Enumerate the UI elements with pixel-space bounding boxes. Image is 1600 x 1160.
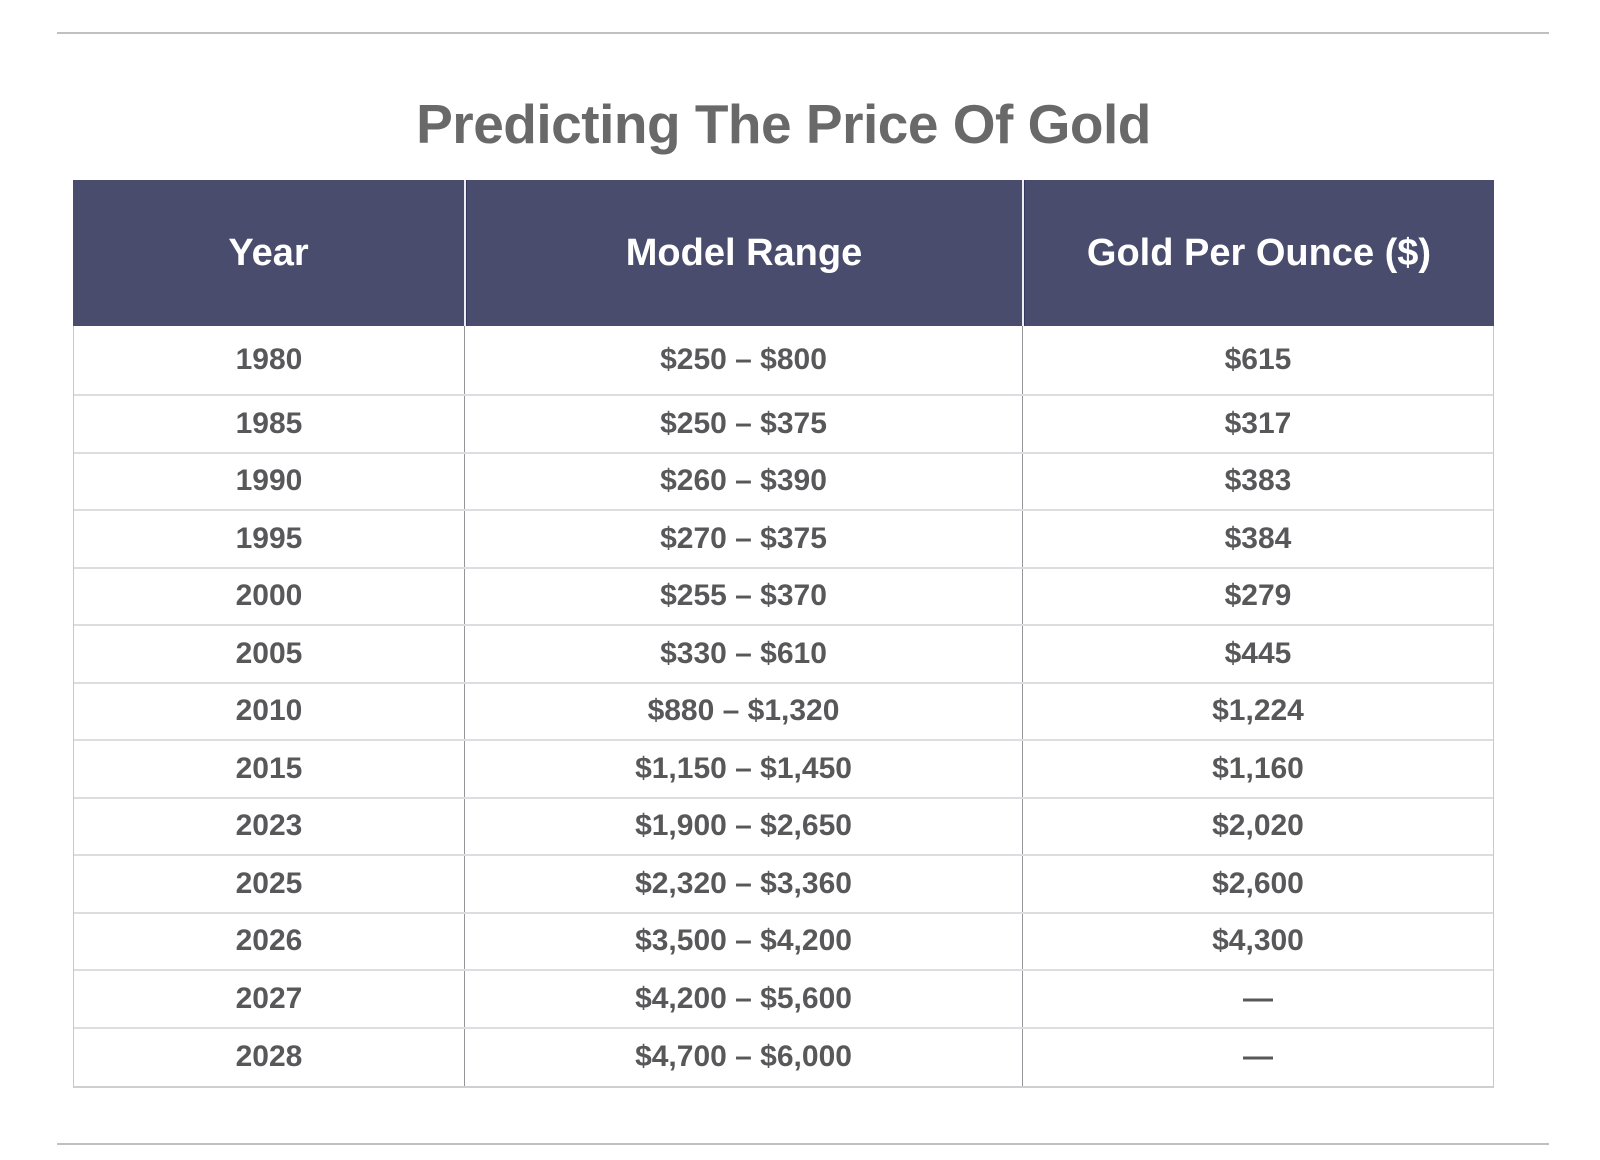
table-row: 2025 $2,320 – $3,360 $2,600 bbox=[74, 856, 1493, 914]
column-header-gold-per-ounce: Gold Per Ounce ($) bbox=[1022, 180, 1494, 326]
table-cell: $1,150 – $1,450 bbox=[464, 741, 1022, 797]
table-row: 1980 $250 – $800 $615 bbox=[74, 326, 1493, 396]
table-row: 2000 $255 – $370 $279 bbox=[74, 568, 1493, 626]
table-cell: 2005 bbox=[235, 636, 303, 670]
table-cell: $445 bbox=[1022, 626, 1493, 682]
table-body: 1980 $250 – $800 $615 1985 $250 – $375 $317 19… bbox=[73, 326, 1494, 1088]
table-cell: 2026 bbox=[235, 924, 303, 958]
page-title: Predicting The Price Of Gold bbox=[416, 93, 1151, 155]
table-cell: 2025 bbox=[235, 866, 303, 900]
table-row: 2023 $1,900 – $2,650 $2,020 bbox=[74, 798, 1493, 856]
table-cell: $250 – $800 bbox=[464, 326, 1022, 394]
top-divider bbox=[57, 32, 1549, 34]
column-header-model-range: Model Range bbox=[464, 180, 1022, 326]
table-cell: $250 – $375 bbox=[464, 396, 1022, 452]
table-cell: 1990 bbox=[235, 464, 303, 498]
table-cell: $1,160 bbox=[1022, 741, 1493, 797]
table-cell: $383 bbox=[1022, 453, 1493, 509]
table-cell: 1980 bbox=[235, 343, 303, 376]
table-cell: 1985 bbox=[235, 406, 303, 440]
table-header-row: Year Model Range Gold Per Ounce ($) bbox=[73, 180, 1494, 326]
table-cell: 2015 bbox=[235, 751, 303, 785]
table-cell: $2,600 bbox=[1022, 856, 1493, 912]
table-cell: $260 – $390 bbox=[464, 453, 1022, 509]
table-cell: $1,224 bbox=[1022, 683, 1493, 739]
table-cell: $279 bbox=[1022, 568, 1493, 624]
table-cell: $3,500 – $4,200 bbox=[464, 913, 1022, 969]
table-cell: $4,700 – $6,000 bbox=[464, 1028, 1022, 1086]
table-cell: $384 bbox=[1022, 511, 1493, 567]
table-row: 2010 $880 – $1,320 $1,224 bbox=[74, 683, 1493, 741]
table-row: 2027 $4,200 – $5,600— bbox=[74, 971, 1493, 1029]
table-cell: $615 bbox=[1022, 326, 1493, 394]
table-cell: 2023 bbox=[235, 809, 303, 843]
gold-price-table: Year Model Range Gold Per Ounce ($) 1980… bbox=[73, 180, 1494, 1088]
table-cell: $4,300 bbox=[1022, 913, 1493, 969]
table-cell: 2027 bbox=[235, 981, 303, 1015]
table-row: 1990 $260 – $390 $383 bbox=[74, 453, 1493, 511]
table-cell: $330 – $610 bbox=[464, 626, 1022, 682]
table-cell: $317 bbox=[1022, 396, 1493, 452]
table-cell: $1,900 – $2,650 bbox=[464, 798, 1022, 854]
table-cell: 2000 bbox=[235, 579, 303, 613]
table-row: 2005 $330 – $610 $445 bbox=[74, 626, 1493, 684]
table-cell: — bbox=[1022, 971, 1493, 1027]
table-cell: $880 – $1,320 bbox=[464, 683, 1022, 739]
table-cell: 2028 bbox=[235, 1040, 303, 1074]
table-cell: — bbox=[1022, 1028, 1493, 1086]
table-row: 2028 $4,700 – $6,000— bbox=[74, 1028, 1493, 1086]
column-header-year: Year bbox=[228, 231, 309, 274]
table-row: 1995 $270 – $375 $384 bbox=[74, 511, 1493, 569]
table-cell: 2010 bbox=[235, 694, 303, 728]
table-cell: $2,320 – $3,360 bbox=[464, 856, 1022, 912]
table-cell: $255 – $370 bbox=[464, 568, 1022, 624]
bottom-divider bbox=[57, 1143, 1549, 1145]
table-cell: $270 – $375 bbox=[464, 511, 1022, 567]
table-cell: $2,020 bbox=[1022, 798, 1493, 854]
table-cell: 1995 bbox=[235, 521, 303, 555]
table-row: 2015 $1,150 – $1,450 $1,160 bbox=[74, 741, 1493, 799]
table-cell: $4,200 – $5,600 bbox=[464, 971, 1022, 1027]
table-row: 2026 $3,500 – $4,200 $4,300 bbox=[74, 913, 1493, 971]
table-row: 1985 $250 – $375 $317 bbox=[74, 396, 1493, 454]
